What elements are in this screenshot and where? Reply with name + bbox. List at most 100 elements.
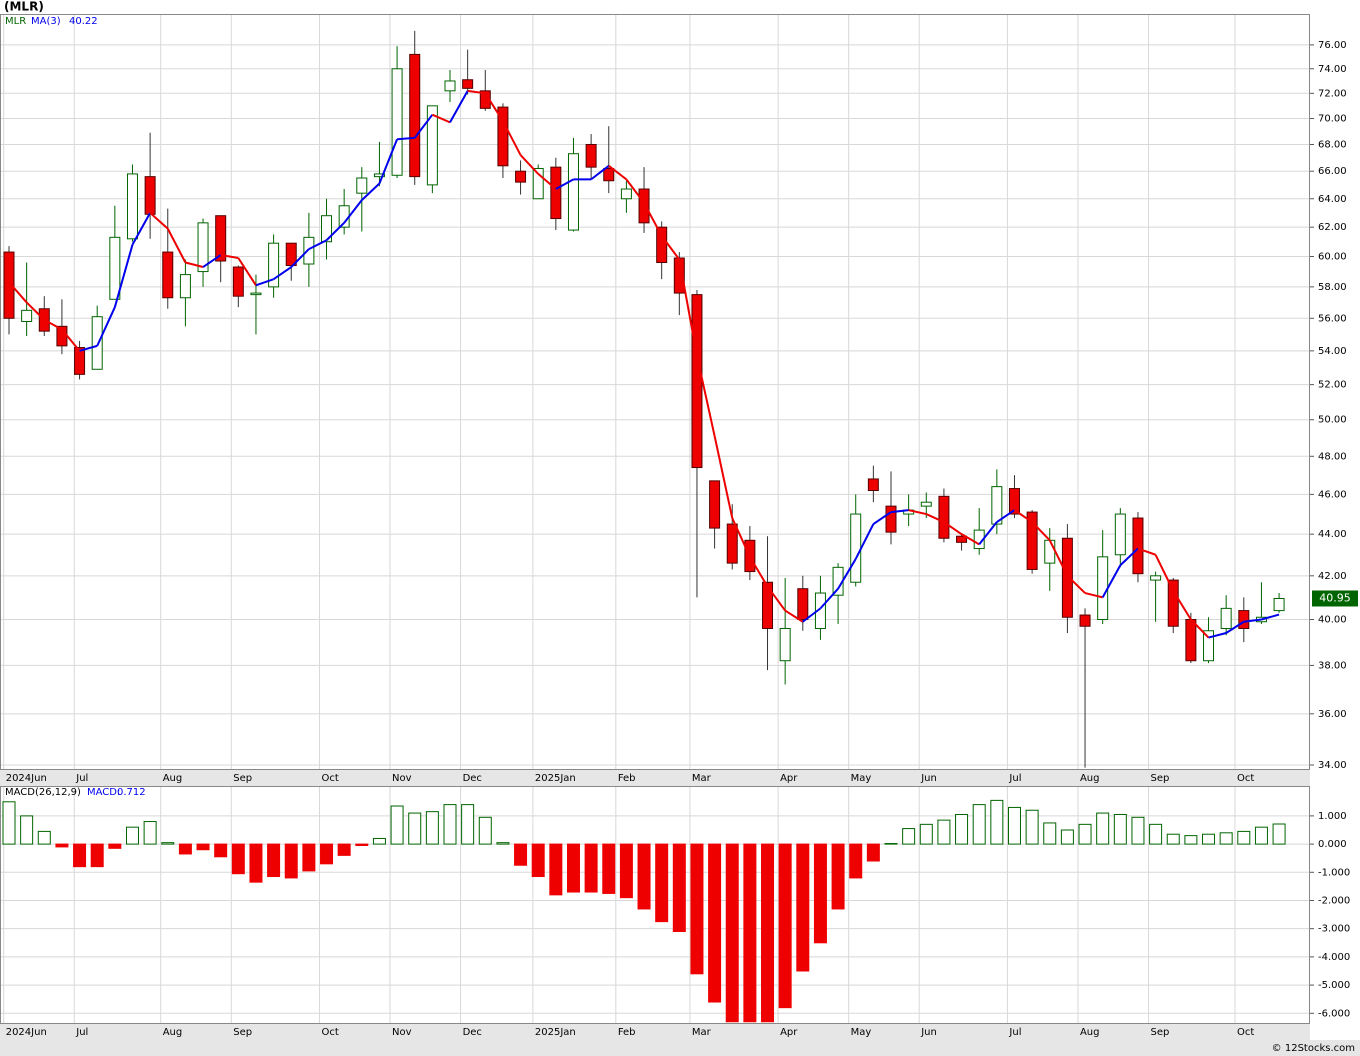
macd-bar <box>231 843 245 875</box>
macd-bar <box>372 837 386 845</box>
macd-bar <box>672 843 686 933</box>
ma-line <box>255 278 274 287</box>
candle-body <box>232 266 244 297</box>
candle-body <box>603 167 615 182</box>
x-tick-label: 2025Jan <box>535 1027 576 1038</box>
candle-body <box>179 274 191 299</box>
ma-line <box>202 254 222 268</box>
macd-bar <box>955 813 969 845</box>
y-tick-label: 42.00 <box>1318 571 1347 582</box>
candle-body <box>162 251 174 299</box>
ma-line <box>590 165 610 181</box>
y-tick-label: 68.00 <box>1318 139 1347 150</box>
candle-body <box>497 106 509 167</box>
macd-bar <box>584 843 598 893</box>
ma-line <box>237 257 257 286</box>
candle-body <box>373 173 385 178</box>
ma-line <box>1261 613 1280 621</box>
ma-line <box>978 521 998 546</box>
macd-bar <box>108 843 122 849</box>
macd-bar <box>566 843 580 893</box>
ma-line <box>131 212 151 246</box>
y-tick-label: 52.00 <box>1318 380 1347 391</box>
candle-body <box>1185 618 1197 662</box>
x-tick-label: Oct <box>1237 1027 1254 1038</box>
candle-body <box>709 480 721 529</box>
x-tick-label: Dec <box>463 773 482 784</box>
ma-line <box>325 222 345 241</box>
ma-line <box>61 328 81 352</box>
y-tick-label: 72.00 <box>1318 88 1347 99</box>
candle-body <box>215 215 227 262</box>
macd-bar <box>1219 832 1233 845</box>
candle-body <box>956 535 968 543</box>
x-tick-label: Jul <box>75 773 88 784</box>
candle-body <box>1079 614 1091 627</box>
y-tick-label: 46.00 <box>1318 489 1347 500</box>
macd-bar <box>196 843 210 851</box>
macd-bar <box>249 843 263 883</box>
y-tick-label: 38.00 <box>1318 660 1347 671</box>
candle-body <box>938 495 950 539</box>
macd-bar <box>919 823 933 845</box>
ma-line <box>378 138 399 184</box>
y-tick-label: 64.00 <box>1318 194 1347 205</box>
ma-line <box>713 435 734 519</box>
macd-bar <box>1272 823 1286 845</box>
candle-body <box>109 236 121 300</box>
macd-bar <box>496 842 510 845</box>
candle-body <box>1238 610 1250 629</box>
x-tick-label: May <box>851 1027 872 1038</box>
candle-body <box>691 294 703 469</box>
x-tick-label: 2024Jun <box>6 773 47 784</box>
candle-body <box>1273 597 1285 612</box>
candle-body <box>268 242 280 288</box>
candle-body <box>1203 630 1215 662</box>
candle-body <box>1026 511 1038 570</box>
candle-body <box>779 627 791 662</box>
macd-bar <box>1025 809 1039 845</box>
ma-line <box>273 266 292 281</box>
x-tick-label: Apr <box>780 773 798 784</box>
candle-body <box>850 513 862 583</box>
candle-body <box>1008 488 1020 515</box>
candle-body <box>197 222 209 273</box>
ma-line <box>1048 539 1069 577</box>
macd-bar <box>1184 835 1198 845</box>
candle-body <box>867 478 879 491</box>
x-tick-label: Nov <box>392 773 412 784</box>
macd-value: 0.712 <box>117 787 146 798</box>
x-tick-label: 2025Jan <box>535 773 576 784</box>
macd-bar <box>1113 813 1127 845</box>
macd-bar <box>637 843 651 910</box>
macd-bar <box>1131 816 1145 845</box>
x-tick-label: Jun <box>920 1027 937 1038</box>
ma-line <box>749 556 769 588</box>
ma-line <box>467 89 486 95</box>
macd-bar <box>514 843 528 866</box>
ma-line <box>925 513 945 523</box>
macd-bar <box>1237 830 1251 845</box>
macd-bar <box>761 843 775 1023</box>
macd-bar <box>408 812 422 845</box>
ma-line <box>837 558 857 590</box>
macd-bar <box>549 843 563 896</box>
ma-line <box>802 607 822 623</box>
date-strip <box>0 770 1310 786</box>
x-tick-label: Aug <box>1080 773 1100 784</box>
y-tick-label: 34.00 <box>1318 760 1347 771</box>
ma-line <box>1137 547 1156 556</box>
candle-body <box>462 79 474 89</box>
x-tick-label: Aug <box>163 1027 183 1038</box>
x-tick-label: Sep <box>233 773 252 784</box>
price-tag-label: 40.95 <box>1319 591 1351 604</box>
candle-body <box>656 226 668 264</box>
macd-bar <box>478 816 492 845</box>
candle-body <box>250 292 262 296</box>
ma-line <box>484 92 504 122</box>
candle-body <box>321 215 333 243</box>
candle-body <box>620 188 632 200</box>
legend-symbol: MLR <box>5 16 26 27</box>
ma-line <box>943 521 963 535</box>
macd-panel-border <box>0 786 1310 1024</box>
